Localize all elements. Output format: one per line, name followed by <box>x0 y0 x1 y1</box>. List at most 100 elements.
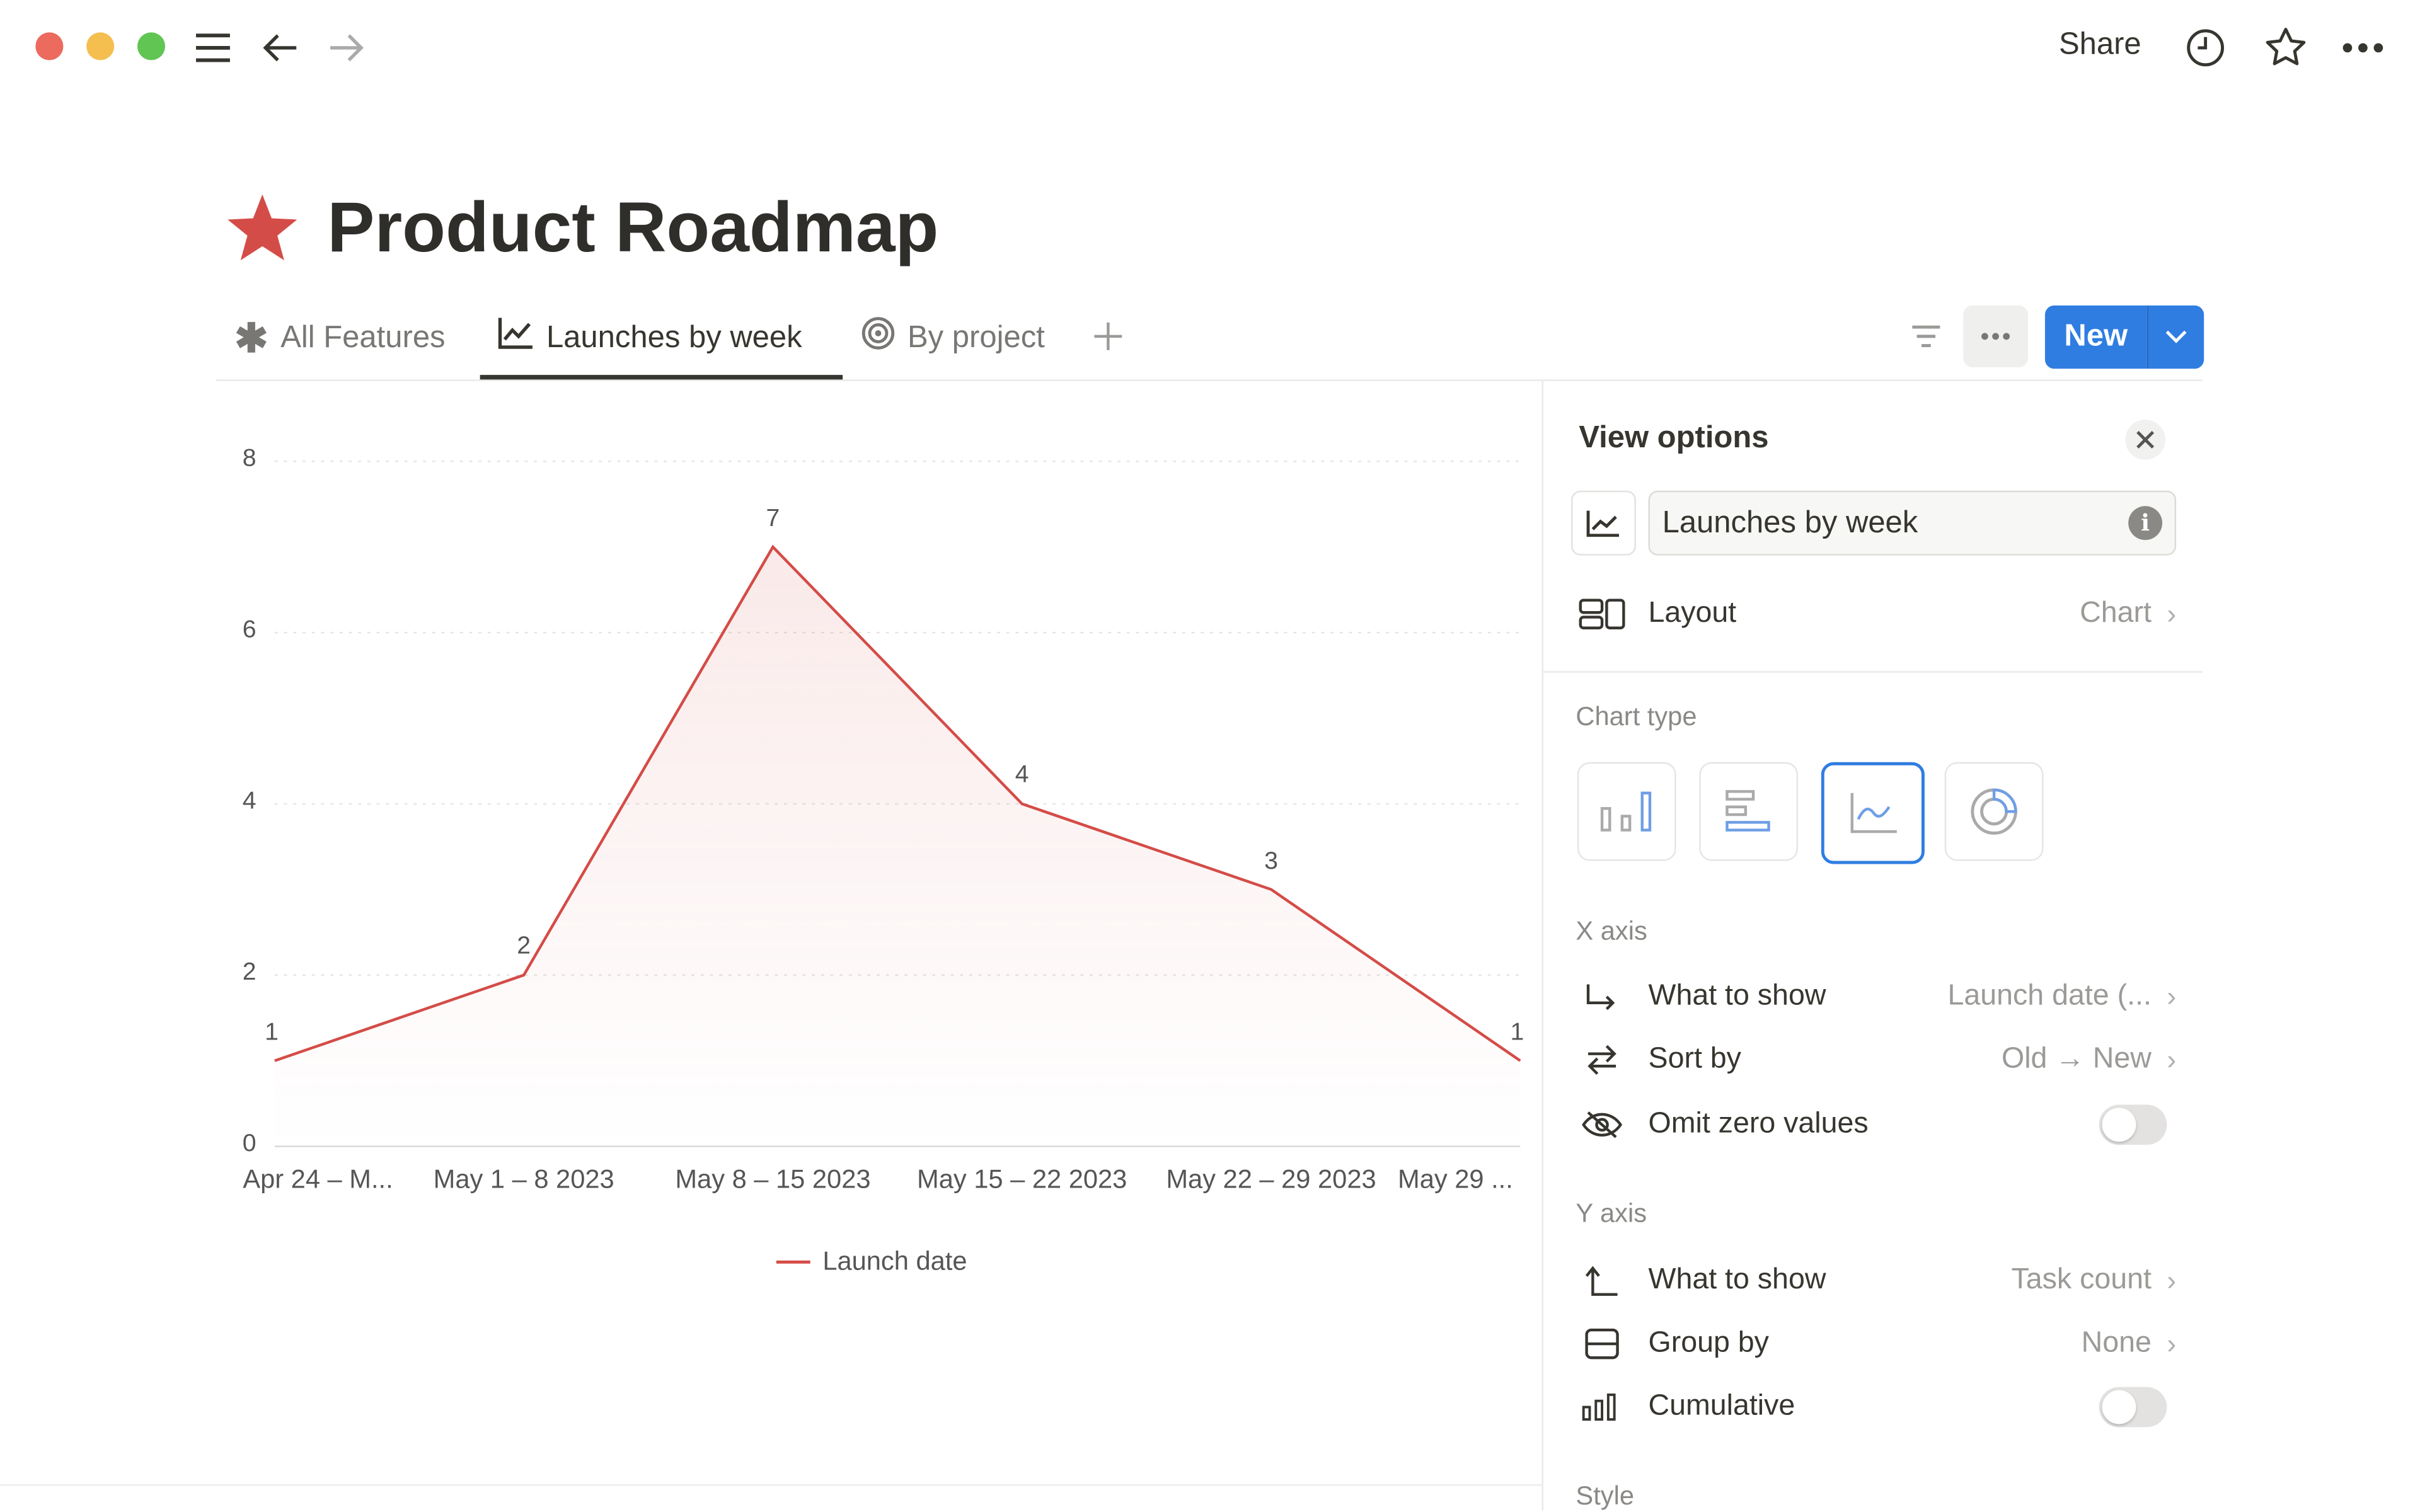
series-line <box>274 544 1521 1062</box>
row-label: Layout <box>1648 597 1737 630</box>
tab-label: Launches by week <box>546 320 802 355</box>
back-arrow-icon[interactable] <box>259 26 302 70</box>
row-value: Launch date (... <box>1947 980 2152 1012</box>
x-axis-arrow-icon <box>1574 983 1630 1011</box>
x-tick-label: May 1 – 8 2023 <box>433 1164 614 1194</box>
x-tick-label: May 29 ... <box>1398 1164 1513 1194</box>
page-title: Product Roadmap <box>327 186 939 267</box>
row-value: Old → New <box>2002 1043 2152 1075</box>
tab-label: All Features <box>280 320 446 355</box>
y-tick-label: 8 <box>242 445 256 472</box>
chart-type-donut[interactable] <box>1944 762 2044 861</box>
info-icon[interactable]: i <box>2128 506 2163 541</box>
chart-type-line[interactable] <box>1821 762 1925 864</box>
filter-icon[interactable] <box>1908 318 1945 355</box>
data-label: 1 <box>1510 1019 1524 1046</box>
area-fill <box>274 547 1521 1147</box>
active-tab-indicator <box>480 375 843 380</box>
legend-swatch <box>776 1260 810 1264</box>
layout-icon <box>1574 598 1630 629</box>
y-axis-arrow-icon <box>1574 1265 1630 1296</box>
y-tick-label: 4 <box>242 788 256 815</box>
row-value: Chart <box>2080 597 2152 630</box>
target-icon <box>861 316 896 360</box>
y-tick-label: 6 <box>242 617 256 644</box>
minimize-window-button[interactable] <box>86 32 115 60</box>
new-button[interactable]: New <box>2044 305 2147 369</box>
data-label: 3 <box>1264 847 1278 874</box>
view-icon-picker[interactable] <box>1571 490 1636 556</box>
maximize-window-button[interactable] <box>137 32 166 60</box>
row-label: Sort by <box>1648 1043 1741 1075</box>
chevron-right-icon: › <box>2167 597 2177 629</box>
omit-zero-values-toggle[interactable] <box>2099 1104 2167 1145</box>
chevron-right-icon: › <box>2167 980 2177 1012</box>
bottom-divider <box>0 1484 1543 1486</box>
panel-divider <box>1541 381 1543 1511</box>
panel-title: View options <box>1579 421 1769 455</box>
clock-icon[interactable] <box>2182 25 2228 71</box>
view-name-input[interactable]: Launches by week i <box>1648 490 2177 556</box>
legend-label: Launch date <box>822 1246 967 1276</box>
donut-chart-icon <box>1971 788 2017 835</box>
line-chart-icon <box>497 316 534 360</box>
chart-legend: Launch date <box>776 1247 967 1278</box>
cumulative-toggle[interactable] <box>2099 1387 2167 1428</box>
row-label: Cumulative <box>1648 1390 1795 1423</box>
forward-arrow-icon[interactable] <box>324 26 367 70</box>
row-label: Group by <box>1648 1327 1769 1360</box>
line-chart-icon <box>1586 510 1620 537</box>
row-label: What to show <box>1648 980 1826 1012</box>
share-button[interactable]: Share <box>2058 28 2141 62</box>
bar-chart-icon <box>1574 1393 1630 1421</box>
data-label: 4 <box>1015 762 1029 789</box>
data-label: 1 <box>265 1019 279 1046</box>
menu-icon[interactable] <box>192 26 235 70</box>
chart-type-horizontal-bar[interactable] <box>1699 762 1799 861</box>
layout-row[interactable]: Layout Chart › <box>1574 587 2176 642</box>
x-tick-label: May 22 – 29 2023 <box>1166 1164 1376 1194</box>
row-label: Omit zero values <box>1648 1108 1869 1140</box>
x-tick-label: May 8 – 15 2023 <box>675 1164 871 1194</box>
tab-label: By project <box>908 320 1045 355</box>
group-icon <box>1574 1328 1630 1360</box>
style-heading: Style <box>1576 1481 1634 1511</box>
group-by-row[interactable]: Group by None › <box>1574 1316 2176 1372</box>
chevron-right-icon: › <box>2167 1043 2177 1075</box>
chart-type-vertical-bar[interactable] <box>1577 762 1676 861</box>
y-axis-heading: Y axis <box>1576 1198 1647 1228</box>
data-label: 2 <box>517 933 531 960</box>
panel-section-divider <box>1543 671 2203 673</box>
close-icon <box>2136 430 2155 449</box>
tabs-divider <box>216 379 2203 381</box>
row-label: What to show <box>1648 1263 1826 1297</box>
more-options-icon[interactable] <box>2338 25 2387 71</box>
eye-off-icon <box>1574 1111 1630 1138</box>
horizontal-bar-chart-icon <box>1726 790 1770 832</box>
favorite-star-icon[interactable] <box>2261 23 2310 72</box>
add-view-icon[interactable] <box>1090 318 1127 355</box>
sort-by-row[interactable]: Sort by Old → New › <box>1574 1032 2176 1087</box>
tab-all-features[interactable]: ✱ All Features <box>234 314 446 361</box>
cumulative-row: Cumulative <box>1574 1379 2176 1435</box>
tab-by-project[interactable]: By project <box>861 315 1045 361</box>
star-icon <box>226 192 300 266</box>
swap-arrows-icon <box>1574 1045 1630 1075</box>
view-more-button[interactable] <box>1963 305 2028 367</box>
y-tick-label: 0 <box>242 1131 256 1157</box>
chevron-down-icon <box>2165 330 2187 343</box>
line-chart <box>274 461 1521 1147</box>
x-what-to-show-row[interactable]: What to show Launch date (... › <box>1574 969 2176 1024</box>
data-label: 7 <box>766 505 780 532</box>
close-window-button[interactable] <box>35 32 64 60</box>
new-dropdown-button[interactable] <box>2146 305 2204 369</box>
row-value: None <box>2081 1327 2152 1360</box>
close-panel-button[interactable] <box>2125 420 2165 460</box>
asterisk-icon: ✱ <box>234 314 268 360</box>
row-value: Task count <box>2011 1263 2152 1297</box>
tab-launches-by-week[interactable]: Launches by week <box>497 315 802 361</box>
chevron-right-icon: › <box>2167 1264 2177 1295</box>
more-dots-icon <box>1981 333 2010 340</box>
y-what-to-show-row[interactable]: What to show Task count › <box>1574 1253 2176 1309</box>
